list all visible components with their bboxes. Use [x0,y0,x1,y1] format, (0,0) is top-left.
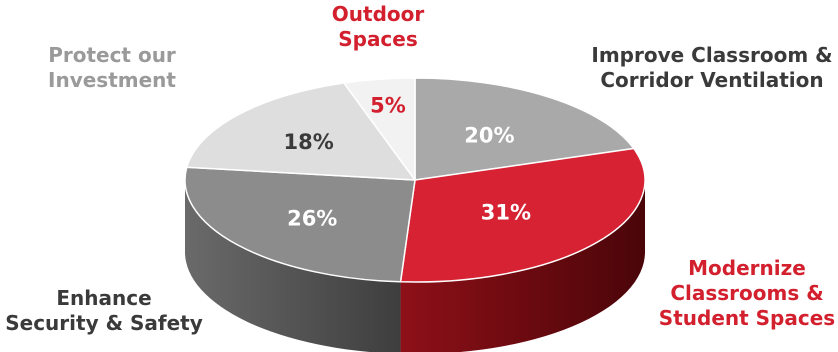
pie-top-face [184,77,646,283]
pie-slice-modernize [399,147,646,283]
pie-side-security [185,180,401,352]
pct-label-modernize: 31% [481,200,531,224]
pie-slice-security [184,166,416,283]
pct-label-outdoor: 5% [370,93,406,117]
category-label-security: Enhance Security & Safety [5,286,203,335]
pie-slice-investment [186,82,416,181]
percent-labels: 20% 31% 26% 18% 5% [284,93,531,230]
category-labels: Improve Classroom & Corridor Ventilation M… [5,2,835,335]
category-label-outdoor: Outdoor Spaces [332,2,425,51]
pct-label-ventilation: 20% [464,124,514,148]
pie-side-modernize [400,180,645,352]
category-label-ventilation: Improve Classroom & Corridor Ventilation [591,43,832,92]
category-label-modernize: Modernize Classrooms & Student Spaces [659,256,835,330]
pie-slice-ventilation [414,77,635,181]
pie-slice-outdoor [343,77,416,181]
pct-label-investment: 18% [284,130,334,154]
pie-side-walls [185,180,645,352]
pct-label-security: 26% [287,207,337,231]
category-label-investment: Protect our Investment [48,43,176,92]
